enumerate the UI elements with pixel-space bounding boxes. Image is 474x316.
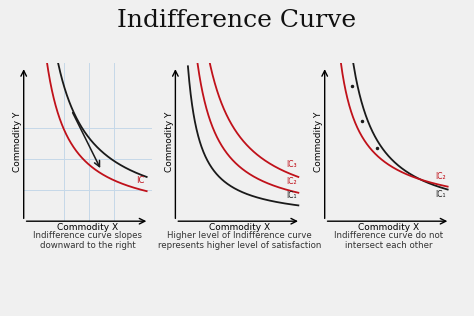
X-axis label: Commodity X: Commodity X xyxy=(358,222,419,232)
Y-axis label: Commodity Y: Commodity Y xyxy=(13,112,22,173)
X-axis label: Commodity X: Commodity X xyxy=(209,222,270,232)
Text: Higher level of Indifference curve
represents higher level of satisfaction: Higher level of Indifference curve repre… xyxy=(158,231,321,250)
Text: Indifference Curve: Indifference Curve xyxy=(118,9,356,33)
Text: IC₁: IC₁ xyxy=(435,190,446,199)
X-axis label: Commodity X: Commodity X xyxy=(57,222,118,232)
Y-axis label: Commodity Y: Commodity Y xyxy=(314,112,323,173)
Text: IC: IC xyxy=(137,176,145,185)
Text: IC₂: IC₂ xyxy=(286,177,296,186)
Text: IC₁: IC₁ xyxy=(286,191,296,200)
Text: Indifference curve do not
intersect each other: Indifference curve do not intersect each… xyxy=(334,231,443,250)
Text: IC₂: IC₂ xyxy=(435,172,446,181)
Text: IC₃: IC₃ xyxy=(286,160,296,169)
Text: Indifference curve slopes
downward to the right: Indifference curve slopes downward to th… xyxy=(33,231,142,250)
Y-axis label: Commodity Y: Commodity Y xyxy=(165,112,174,173)
